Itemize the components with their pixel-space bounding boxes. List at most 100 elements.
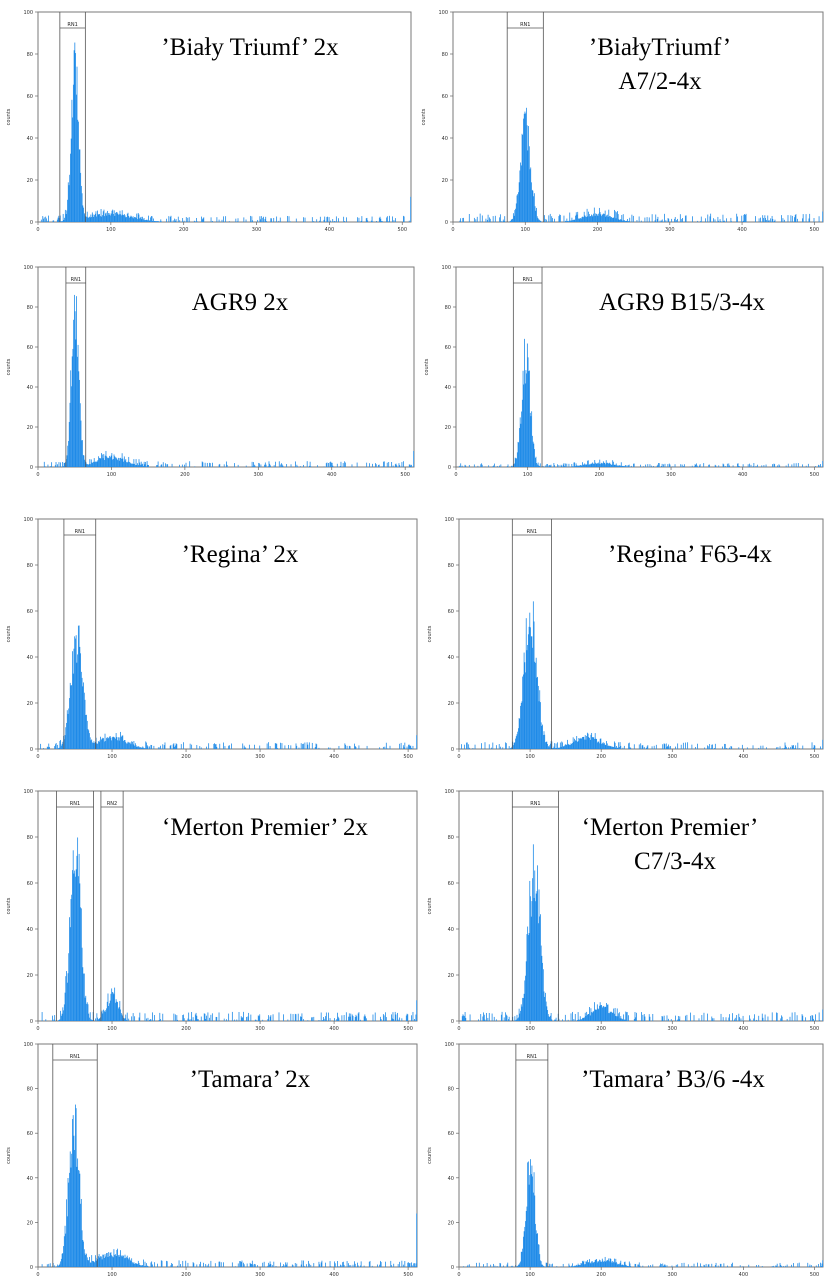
histogram-bar [218,1012,220,1021]
histogram-bar [388,461,390,467]
histogram-bar [408,1262,409,1267]
histogram-bar [534,206,536,222]
histogram-bar [663,1265,664,1267]
histogram-bar [342,463,344,467]
histogram-bar [68,708,70,749]
histogram-bar [83,1241,84,1267]
histogram-bar [568,463,570,467]
histogram-bar [468,747,470,749]
histogram-bar [113,994,115,1021]
histogram-bar [94,1262,96,1267]
histogram-bar [391,1014,392,1021]
histogram-bar [622,1019,624,1021]
histogram-bar [584,735,586,749]
histogram-bar [68,421,70,467]
histogram-bar [591,1012,593,1021]
histogram-bar [94,213,96,222]
histogram-bar [59,740,61,749]
histogram-bar [397,1012,398,1021]
histogram-bar [124,1018,126,1021]
histogram-bar [189,743,191,749]
histogram-bar [756,1019,757,1021]
histogram-bar [260,216,262,222]
histogram-bar [523,384,525,467]
histogram-bar [786,1264,788,1267]
histogram-bar [253,464,255,467]
histogram-bar [545,741,547,749]
histogram-bar [616,1263,618,1267]
histogram-bar [415,1014,417,1021]
histogram-bar [516,458,518,467]
histogram-bar [308,742,310,749]
histogram-bar [807,463,809,467]
histogram-bar [325,1012,327,1021]
histogram-bar [625,220,627,222]
y-tick-label: 60 [27,94,33,100]
histogram-bar [343,1014,345,1021]
histogram-bar [81,440,83,467]
histogram-bar [575,215,576,222]
histogram-bar [46,1264,48,1267]
histogram-bar [600,214,602,222]
x-tick-label: 500 [810,472,820,478]
histogram-bar [593,463,595,467]
histogram-bar [228,745,230,749]
histogram-bar [66,1199,67,1267]
histogram-bar [375,464,377,467]
histogram-bar [560,746,562,749]
histogram-bar [556,1266,558,1267]
histogram-bar [777,465,778,467]
histogram-bar [805,214,807,222]
histogram-bar [72,117,74,222]
histogram-bar [687,1264,689,1267]
histogram-bar [398,463,400,467]
histogram-bar [86,714,87,749]
histogram-bar [100,458,102,467]
histogram-bar [627,219,628,222]
histogram-bar [579,465,581,467]
histogram-bar [134,216,135,222]
histogram-bar [485,1266,487,1267]
histogram-bar [543,991,545,1021]
histogram-bar [407,1262,409,1267]
histogram-bar [140,464,141,467]
histogram-bar [603,742,605,749]
histogram-bar [578,1019,580,1021]
histogram-bar [531,411,533,467]
histogram-bar [578,465,580,467]
histogram-bar [767,215,769,222]
histogram-bar [61,1253,63,1267]
histogram-bar [786,1019,788,1021]
histogram-bar [651,746,653,749]
histogram-bar [625,1011,627,1021]
histogram-bar [812,1015,814,1021]
histogram-bar [574,462,576,467]
histogram-bar [95,1260,97,1267]
histogram-bar [819,1020,821,1021]
histogram-bar [201,461,203,467]
histogram-bar [128,456,130,467]
histogram-bar [764,1014,766,1021]
histogram-bar [240,1016,242,1021]
histogram-bar [107,738,109,749]
histogram-bar [560,464,562,467]
histogram-bar [488,1012,490,1021]
histogram-bar [606,1259,608,1267]
histogram-bar [598,463,600,467]
histogram-bar [588,214,590,222]
histogram-bar [608,745,610,749]
histogram-bar [145,466,147,467]
histogram-bar [664,1264,666,1267]
histogram-bar [532,601,534,749]
histogram-bar [680,464,682,467]
histogram-bar [259,1014,261,1021]
histogram-bar [93,741,95,749]
histogram-bar [498,744,500,749]
histogram-bar [780,1264,782,1267]
histogram-bar [619,742,621,749]
histogram-bar [496,1266,498,1267]
x-tick-label: 500 [397,227,407,233]
histogram-bar [325,1016,327,1021]
histogram-bar [606,1004,608,1021]
